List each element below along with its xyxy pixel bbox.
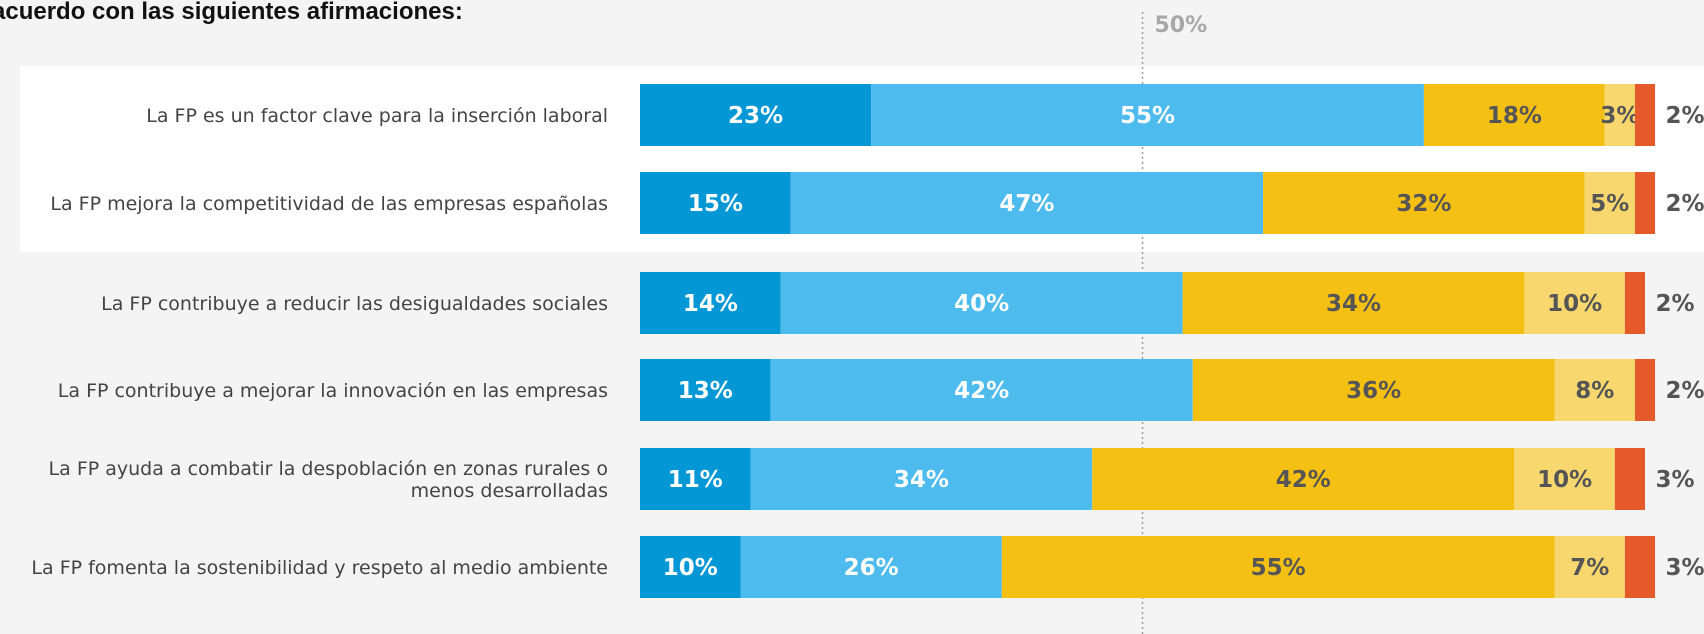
data-label: 18% — [1487, 103, 1542, 129]
category-label: La FP contribuye a reducir las desiguald… — [101, 293, 608, 315]
bar-segment — [1604, 84, 1635, 146]
bar-segment — [740, 536, 1002, 598]
data-label: 5% — [1590, 191, 1629, 217]
bar-segment — [871, 84, 1424, 146]
bar-segment — [640, 172, 791, 234]
bar-segment — [1514, 448, 1615, 510]
reference-line-label: 50% — [1155, 13, 1208, 38]
bar-row: La FP ayuda a combatir la despoblación e… — [49, 448, 1695, 510]
data-label: 8% — [1575, 378, 1614, 404]
data-label: 2% — [1666, 103, 1704, 129]
data-label: 10% — [1537, 467, 1592, 493]
data-label: 14% — [683, 291, 738, 317]
bar-segment — [750, 448, 1093, 510]
category-label: La FP contribuye a mejorar la innovación… — [58, 380, 608, 402]
bar-segment — [770, 359, 1193, 421]
bar-segment — [1192, 359, 1555, 421]
bar-segment — [640, 84, 872, 146]
data-label: 3% — [1600, 103, 1639, 129]
category-label: La FP fomenta la sostenibilidad y respet… — [31, 557, 608, 579]
data-label: 3% — [1655, 467, 1694, 493]
bar-row: La FP fomenta la sostenibilidad y respet… — [31, 536, 1704, 598]
bar-segment — [1092, 448, 1515, 510]
bar-segment — [1634, 359, 1656, 421]
data-label: 34% — [1326, 291, 1381, 317]
data-label: 10% — [1547, 291, 1602, 317]
data-label: 36% — [1346, 378, 1401, 404]
chart-title: acuerdo con las siguientes afirmaciones: — [0, 0, 463, 25]
bar-segment — [1554, 359, 1635, 421]
bar-segment — [1624, 272, 1645, 334]
data-label: 40% — [954, 291, 1009, 317]
data-label: 42% — [954, 378, 1009, 404]
bar-segment — [1624, 536, 1656, 598]
bar-segment — [640, 272, 781, 334]
category-label: La FP mejora la competitividad de las em… — [50, 193, 608, 215]
data-label: 13% — [678, 378, 733, 404]
data-label: 15% — [688, 191, 743, 217]
bar-segment — [1182, 272, 1525, 334]
bar-row: La FP contribuye a mejorar la innovación… — [58, 359, 1704, 421]
data-label: 34% — [894, 467, 949, 493]
data-label: 55% — [1251, 555, 1306, 581]
bar-segment — [790, 172, 1264, 234]
bar-segment — [1634, 84, 1656, 146]
bar-segment — [1263, 172, 1585, 234]
data-label: 2% — [1666, 378, 1704, 404]
bar-segment — [1554, 536, 1625, 598]
bar-segment — [780, 272, 1183, 334]
data-label: 7% — [1570, 555, 1609, 581]
bar-segment — [1524, 272, 1625, 334]
data-label: 2% — [1655, 291, 1694, 317]
bar-segment — [1634, 172, 1656, 234]
data-label: 3% — [1666, 555, 1704, 581]
bar-segment — [1584, 172, 1635, 234]
data-label: 32% — [1396, 191, 1451, 217]
bar-segment — [640, 448, 751, 510]
category-label: La FP es un factor clave para la inserci… — [146, 105, 608, 127]
bar-segment — [1614, 448, 1645, 510]
data-label: 26% — [844, 555, 899, 581]
data-label: 2% — [1666, 191, 1704, 217]
data-label: 11% — [668, 467, 723, 493]
bar-row: La FP mejora la competitividad de las em… — [50, 172, 1704, 234]
data-label: 55% — [1120, 103, 1175, 129]
bar-segment — [1001, 536, 1555, 598]
bar-segment — [1423, 84, 1605, 146]
bar-segment — [640, 359, 771, 421]
data-label: 47% — [999, 191, 1054, 217]
data-label: 10% — [663, 555, 718, 581]
data-label: 42% — [1276, 467, 1331, 493]
bar-row: La FP contribuye a reducir las desiguald… — [101, 272, 1695, 334]
bar-row: La FP es un factor clave para la inserci… — [146, 84, 1704, 146]
category-label: La FP ayuda a combatir la despoblación e… — [49, 458, 608, 502]
data-label: 23% — [728, 103, 783, 129]
bar-segment — [640, 536, 741, 598]
